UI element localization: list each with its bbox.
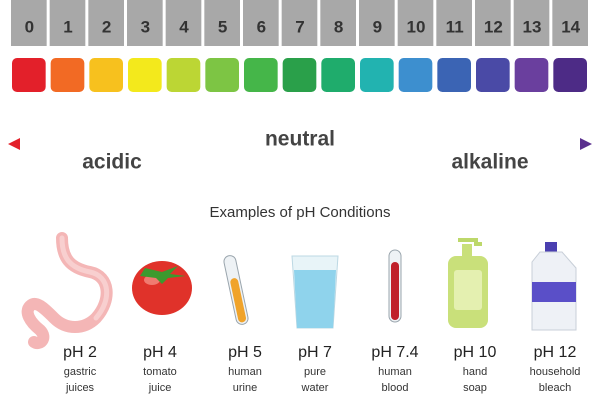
scale-number: 0 bbox=[25, 17, 34, 36]
scale-color bbox=[321, 58, 355, 92]
scale-number: 11 bbox=[446, 17, 464, 36]
scale-color bbox=[398, 58, 433, 92]
example-ph: pH 12 bbox=[534, 344, 577, 361]
scale-number: 8 bbox=[334, 17, 343, 36]
example-label: juices bbox=[65, 382, 95, 394]
urine-tube-icon bbox=[223, 255, 249, 325]
example-ph: pH 4 bbox=[143, 344, 177, 361]
scale-number: 7 bbox=[295, 17, 304, 36]
scale-color bbox=[205, 58, 239, 92]
scale-number-cell bbox=[475, 0, 511, 46]
scale-number-cell bbox=[165, 0, 202, 46]
scale-number: 9 bbox=[373, 17, 382, 36]
scale-number: 13 bbox=[523, 17, 542, 36]
scale-color bbox=[360, 58, 394, 92]
scale-number-cell bbox=[243, 0, 279, 46]
ph-scale: 0 1 2 3 4 5 6 7 8 9 10 11 12 13 14 bbox=[11, 0, 588, 92]
scale-number-cell bbox=[49, 0, 86, 46]
scale-color bbox=[553, 58, 587, 92]
example-label: juice bbox=[148, 382, 172, 394]
example-label: water bbox=[301, 382, 329, 394]
scale-number: 3 bbox=[141, 17, 150, 36]
example-ph: pH 5 bbox=[228, 344, 262, 361]
scale-number: 12 bbox=[484, 17, 503, 36]
scale-number: 6 bbox=[257, 17, 266, 36]
example-ph: pH 10 bbox=[454, 344, 497, 361]
scale-number-cell bbox=[436, 0, 472, 46]
scale-number-cell bbox=[88, 0, 124, 46]
blood-tube-icon bbox=[388, 249, 402, 323]
scale-number: 2 bbox=[102, 17, 111, 36]
example-label: tomato bbox=[143, 366, 177, 378]
scale-number-cell bbox=[11, 0, 47, 46]
scale-color bbox=[166, 58, 201, 92]
scale-number-cell bbox=[513, 0, 550, 46]
soap-bottle-icon bbox=[448, 238, 488, 328]
arrow-head bbox=[580, 138, 592, 150]
example-label: blood bbox=[382, 382, 409, 394]
scale-number-cell bbox=[127, 0, 163, 46]
example-label: human bbox=[228, 366, 262, 378]
scale-number: 4 bbox=[179, 17, 189, 36]
scale-number: 10 bbox=[407, 17, 426, 36]
alkaline-label: alkaline bbox=[451, 151, 528, 174]
scale-color bbox=[128, 58, 162, 92]
scale-number-cell bbox=[204, 0, 240, 46]
example-label: urine bbox=[233, 382, 257, 394]
examples-title: Examples of pH Conditions bbox=[210, 204, 391, 221]
example-label: soap bbox=[463, 382, 487, 394]
stomach-icon bbox=[21, 232, 113, 349]
example-label: gastric bbox=[64, 366, 97, 378]
scale-color bbox=[514, 58, 549, 92]
neutral-label: neutral bbox=[265, 128, 335, 151]
scale-number: 1 bbox=[63, 17, 72, 36]
bleach-bottle-icon bbox=[531, 242, 577, 331]
scale-color bbox=[282, 58, 317, 92]
example-label: hand bbox=[463, 366, 487, 378]
tomato-icon bbox=[132, 261, 192, 315]
scale-color bbox=[12, 58, 46, 92]
scale-color bbox=[244, 58, 278, 92]
example-ph: pH 7.4 bbox=[371, 344, 418, 361]
water-glass-icon bbox=[291, 255, 339, 329]
example-label: household bbox=[530, 366, 581, 378]
scale-number-cell bbox=[281, 0, 318, 46]
scale-color bbox=[437, 58, 471, 92]
examples: pH 2 gastric juices pH 4 tomato juice pH 5 huma… bbox=[63, 344, 580, 394]
example-ph: pH 7 bbox=[298, 344, 332, 361]
scale-number-cell bbox=[359, 0, 395, 46]
scale-color bbox=[50, 58, 85, 92]
scale-color bbox=[476, 58, 510, 92]
acidic-label: acidic bbox=[82, 151, 142, 174]
scale-number: 14 bbox=[561, 17, 580, 36]
scale-number-cell bbox=[397, 0, 434, 46]
example-ph: pH 2 bbox=[63, 344, 97, 361]
scale-color bbox=[89, 58, 123, 92]
scale-number: 5 bbox=[218, 17, 227, 36]
example-label: pure bbox=[304, 366, 326, 378]
scale-number-cell bbox=[552, 0, 588, 46]
arrow-head bbox=[8, 138, 20, 150]
example-label: bleach bbox=[539, 382, 571, 394]
example-label: human bbox=[378, 366, 412, 378]
scale-number-cell bbox=[320, 0, 356, 46]
